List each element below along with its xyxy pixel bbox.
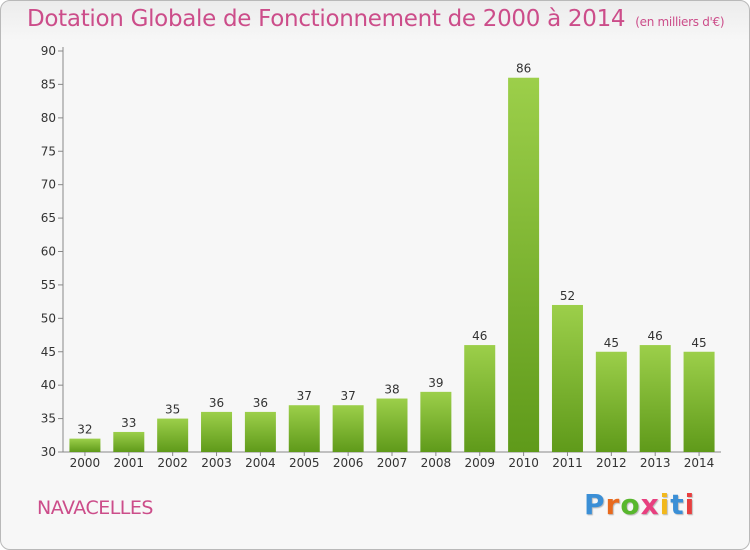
y-tick-label: 65 (41, 211, 56, 225)
data-label: 46 (472, 329, 487, 343)
bar (376, 398, 408, 452)
x-tick-label: 2004 (245, 456, 276, 470)
x-tick-label: 2002 (157, 456, 188, 470)
y-tick-label: 40 (41, 378, 56, 392)
bar (201, 411, 233, 452)
bar (69, 438, 101, 452)
y-tick-label: 80 (41, 111, 56, 125)
x-tick-label: 2001 (114, 456, 145, 470)
bar (508, 77, 540, 452)
y-tick-label: 60 (41, 245, 56, 259)
x-tick-label: 2012 (596, 456, 627, 470)
data-label: 46 (648, 329, 663, 343)
chart-subtitle: (en milliers d'€) (635, 15, 725, 29)
x-tick-label: 2006 (333, 456, 364, 470)
x-tick-label: 2003 (201, 456, 232, 470)
data-label: 45 (604, 336, 619, 350)
chart-title-text: Dotation Globale de Fonctionnement de 20… (27, 6, 626, 32)
data-label: 32 (77, 423, 92, 437)
data-label: 35 (165, 403, 180, 417)
data-label: 37 (340, 389, 355, 403)
x-tick-label: 2000 (70, 456, 101, 470)
data-label: 86 (516, 62, 531, 76)
x-tick-label: 2007 (377, 456, 408, 470)
y-tick-label: 35 (41, 412, 56, 426)
x-tick-label: 2014 (684, 456, 715, 470)
bar (551, 304, 583, 452)
y-tick-label: 55 (41, 278, 56, 292)
bar (244, 411, 276, 452)
data-label: 52 (560, 289, 575, 303)
x-tick-label: 2011 (552, 456, 583, 470)
y-tick-label: 50 (41, 311, 56, 325)
data-label: 36 (253, 396, 268, 410)
y-tick-label: 75 (41, 144, 56, 158)
bar (595, 351, 627, 452)
bar (332, 405, 364, 452)
y-tick-label: 85 (41, 77, 56, 91)
bar (683, 351, 715, 452)
data-label: 33 (121, 416, 136, 430)
data-label: 38 (384, 383, 399, 397)
data-label: 39 (428, 376, 443, 390)
bar (113, 431, 145, 452)
data-label: 37 (297, 389, 312, 403)
commune-name: NAVACELLES (37, 497, 153, 519)
x-tick-label: 2009 (464, 456, 495, 470)
x-tick-label: 2013 (640, 456, 671, 470)
chart-title: Dotation Globale de Fonctionnement de 20… (27, 6, 725, 32)
y-tick-label: 45 (41, 345, 56, 359)
x-tick-label: 2005 (289, 456, 320, 470)
y-tick-label: 30 (41, 445, 56, 459)
x-tick-label: 2010 (508, 456, 539, 470)
y-tick-label: 90 (41, 44, 56, 58)
y-tick-label: 70 (41, 178, 56, 192)
bar (420, 391, 452, 452)
bar (288, 405, 320, 452)
data-label: 36 (209, 396, 224, 410)
bar (464, 345, 496, 452)
proxiti-logo: Proxiti (584, 488, 696, 521)
bar (157, 418, 189, 452)
x-tick-label: 2008 (421, 456, 452, 470)
data-label: 45 (691, 336, 706, 350)
bar (639, 345, 671, 452)
